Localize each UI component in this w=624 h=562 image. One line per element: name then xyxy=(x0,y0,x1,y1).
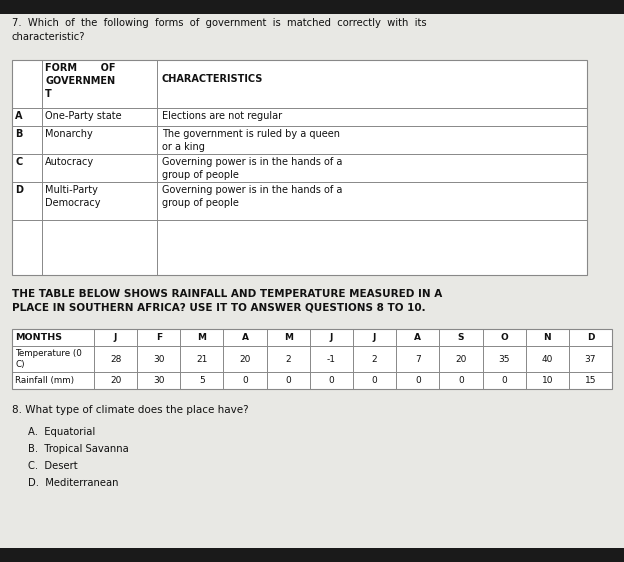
Text: 7: 7 xyxy=(415,355,421,364)
Text: 0: 0 xyxy=(458,376,464,385)
Text: A: A xyxy=(241,333,248,342)
Text: B: B xyxy=(15,129,22,139)
Text: A: A xyxy=(414,333,421,342)
Text: Temperature (0
C): Temperature (0 C) xyxy=(15,349,82,369)
Text: -1: -1 xyxy=(327,355,336,364)
Text: 2: 2 xyxy=(372,355,378,364)
Text: M: M xyxy=(197,333,207,342)
Bar xyxy=(0,0,624,14)
Text: 20: 20 xyxy=(456,355,467,364)
Text: 0: 0 xyxy=(372,376,378,385)
Text: C: C xyxy=(15,157,22,167)
Text: 28: 28 xyxy=(110,355,121,364)
Text: 15: 15 xyxy=(585,376,596,385)
Text: FORM       OF
GOVERNMEN
T: FORM OF GOVERNMEN T xyxy=(45,63,115,98)
Text: The government is ruled by a queen
or a king: The government is ruled by a queen or a … xyxy=(162,129,340,152)
Text: 0: 0 xyxy=(329,376,334,385)
Text: J: J xyxy=(329,333,333,342)
Text: O: O xyxy=(500,333,508,342)
Text: 35: 35 xyxy=(499,355,510,364)
Text: 10: 10 xyxy=(542,376,553,385)
Text: 0: 0 xyxy=(415,376,421,385)
Bar xyxy=(12,329,612,389)
Text: C.  Desert: C. Desert xyxy=(28,461,77,471)
Text: M: M xyxy=(284,333,293,342)
Text: 8. What type of climate does the place have?: 8. What type of climate does the place h… xyxy=(12,405,248,415)
Text: Multi-Party
Democracy: Multi-Party Democracy xyxy=(45,185,100,208)
Bar xyxy=(0,548,624,562)
Text: A: A xyxy=(15,111,22,121)
Text: Elections are not regular: Elections are not regular xyxy=(162,111,282,121)
Text: Autocracy: Autocracy xyxy=(45,157,94,167)
Text: 2: 2 xyxy=(285,355,291,364)
Text: Governing power is in the hands of a
group of people: Governing power is in the hands of a gro… xyxy=(162,185,343,208)
Text: CHARACTERISTICS: CHARACTERISTICS xyxy=(162,74,263,84)
Text: D: D xyxy=(587,333,594,342)
Text: 40: 40 xyxy=(542,355,553,364)
Text: Rainfall (mm): Rainfall (mm) xyxy=(15,376,74,385)
Text: F: F xyxy=(155,333,162,342)
Text: 30: 30 xyxy=(153,355,165,364)
Text: MONTHS: MONTHS xyxy=(15,333,62,342)
Text: 0: 0 xyxy=(242,376,248,385)
Text: 21: 21 xyxy=(196,355,208,364)
Text: Governing power is in the hands of a
group of people: Governing power is in the hands of a gro… xyxy=(162,157,343,180)
Text: A.  Equatorial: A. Equatorial xyxy=(28,427,95,437)
Text: 0: 0 xyxy=(285,376,291,385)
Text: 20: 20 xyxy=(110,376,121,385)
Text: J: J xyxy=(114,333,117,342)
Text: S: S xyxy=(457,333,464,342)
Text: 37: 37 xyxy=(585,355,596,364)
Text: 20: 20 xyxy=(240,355,251,364)
Text: 30: 30 xyxy=(153,376,165,385)
Text: D: D xyxy=(15,185,23,195)
Text: 7.  Which  of  the  following  forms  of  government  is  matched  correctly  wi: 7. Which of the following forms of gover… xyxy=(12,18,427,42)
Text: N: N xyxy=(544,333,551,342)
Text: D.  Mediterranean: D. Mediterranean xyxy=(28,478,119,488)
Text: 5: 5 xyxy=(199,376,205,385)
Text: 0: 0 xyxy=(501,376,507,385)
Text: THE TABLE BELOW SHOWS RAINFALL AND TEMPERATURE MEASURED IN A
PLACE IN SOUTHERN A: THE TABLE BELOW SHOWS RAINFALL AND TEMPE… xyxy=(12,289,442,313)
Bar xyxy=(12,60,587,275)
Text: One-Party state: One-Party state xyxy=(45,111,122,121)
Text: Monarchy: Monarchy xyxy=(45,129,93,139)
Text: B.  Tropical Savanna: B. Tropical Savanna xyxy=(28,444,129,454)
Text: J: J xyxy=(373,333,376,342)
